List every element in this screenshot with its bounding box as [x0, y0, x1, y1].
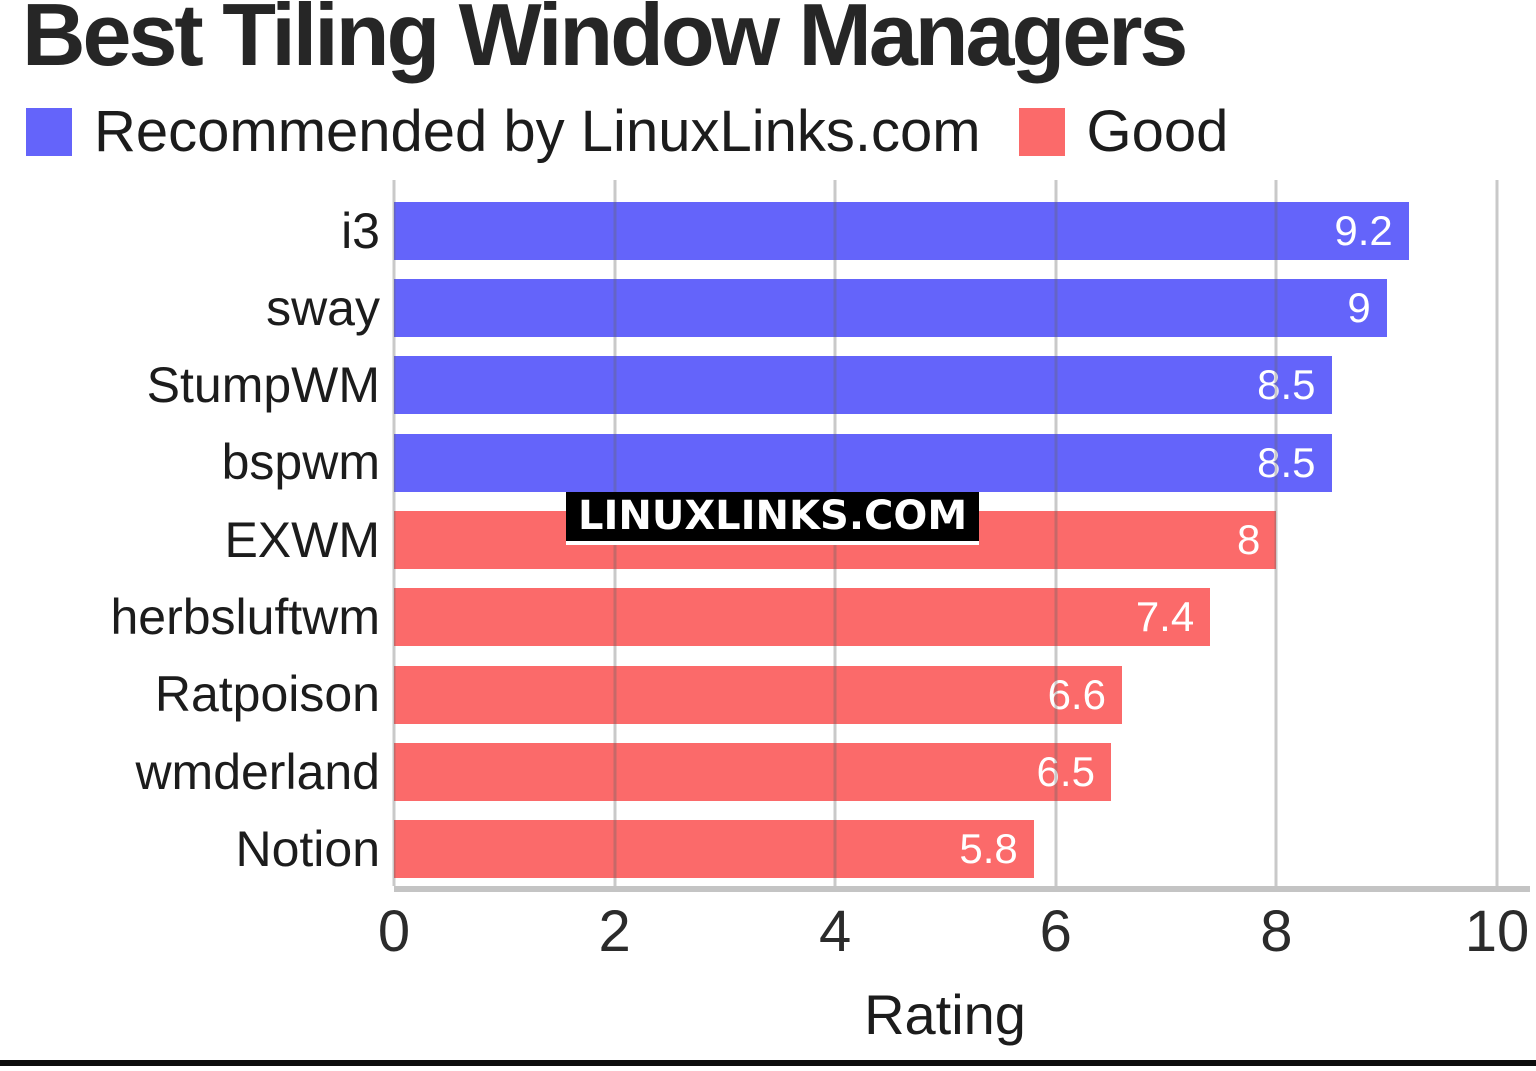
- category-label-bspwm: bspwm: [221, 434, 380, 491]
- bar-wmderland: 6.5: [394, 742, 1111, 801]
- bar-i3: 9.2: [394, 201, 1409, 260]
- gridline-8: [1274, 180, 1278, 886]
- legend-swatch-recommended-icon: [26, 107, 72, 156]
- bar-value-label: 8.5: [1257, 361, 1316, 409]
- gridline-10: [1495, 180, 1499, 886]
- category-label-StumpWM: StumpWM: [146, 357, 380, 414]
- bar-value-label: 9.2: [1334, 206, 1393, 254]
- x-tick-labels: 0 2 4 6 8 10: [378, 898, 1529, 968]
- bottom-border-line: [0, 1060, 1536, 1066]
- gridline-6: [1054, 180, 1058, 886]
- bar-Notion: 5.8: [394, 820, 1034, 879]
- x-tick-label-4: 4: [819, 899, 852, 964]
- category-label-Notion: Notion: [235, 821, 380, 878]
- bar-value-label: 6.6: [1047, 670, 1106, 718]
- watermark: LINUXLINKS.COM: [566, 492, 980, 545]
- x-tick-label-8: 8: [1260, 899, 1293, 964]
- bar-value-label: 6.5: [1036, 747, 1095, 795]
- bar-StumpWM: 8.5: [394, 356, 1332, 415]
- legend-swatch-good-icon: [1018, 107, 1065, 156]
- plot-area: 9.2 9 8.5 8.5 8 7.4 6.6 6.5 5.8: [392, 180, 1499, 886]
- bar-value-label: 7.4: [1135, 593, 1195, 641]
- legend-item-recommended: Recommended by LinuxLinks.com: [26, 98, 981, 165]
- x-axis-line: [394, 886, 1530, 892]
- category-label-EXWM: EXWM: [224, 511, 380, 568]
- bar-value-label: 8: [1237, 515, 1261, 563]
- category-label-sway: sway: [266, 279, 380, 336]
- legend-label-recommended: Recommended by LinuxLinks.com: [94, 99, 981, 164]
- category-label-Ratpoison: Ratpoison: [154, 666, 380, 723]
- bar-Ratpoison: 6.6: [394, 665, 1122, 724]
- bar-value-label: 9: [1347, 283, 1371, 331]
- x-tick-label-6: 6: [1039, 899, 1072, 964]
- category-label-wmderland: wmderland: [135, 743, 380, 800]
- x-tick-label-10: 10: [1464, 899, 1530, 964]
- bar-value-label: 5.8: [959, 825, 1018, 873]
- x-tick-label-0: 0: [377, 899, 411, 964]
- x-axis-title: Rating: [864, 983, 1026, 1046]
- bar-herbsluftwm: 7.4: [394, 588, 1211, 647]
- bar-value-label: 8.5: [1257, 438, 1316, 486]
- legend: Recommended by LinuxLinks.com Good: [26, 98, 1228, 165]
- bar-bspwm: 8.5: [394, 433, 1332, 492]
- gridline-0: [392, 180, 396, 886]
- x-tick-label-2: 2: [598, 899, 631, 964]
- category-label-herbsluftwm: herbsluftwm: [110, 589, 380, 646]
- chart-title: Best Tiling Window Managers: [22, 0, 1188, 84]
- legend-item-good: Good: [1018, 98, 1229, 165]
- category-label-i3: i3: [341, 202, 380, 259]
- bar-sway: 9: [394, 278, 1387, 337]
- legend-label-good: Good: [1086, 99, 1229, 164]
